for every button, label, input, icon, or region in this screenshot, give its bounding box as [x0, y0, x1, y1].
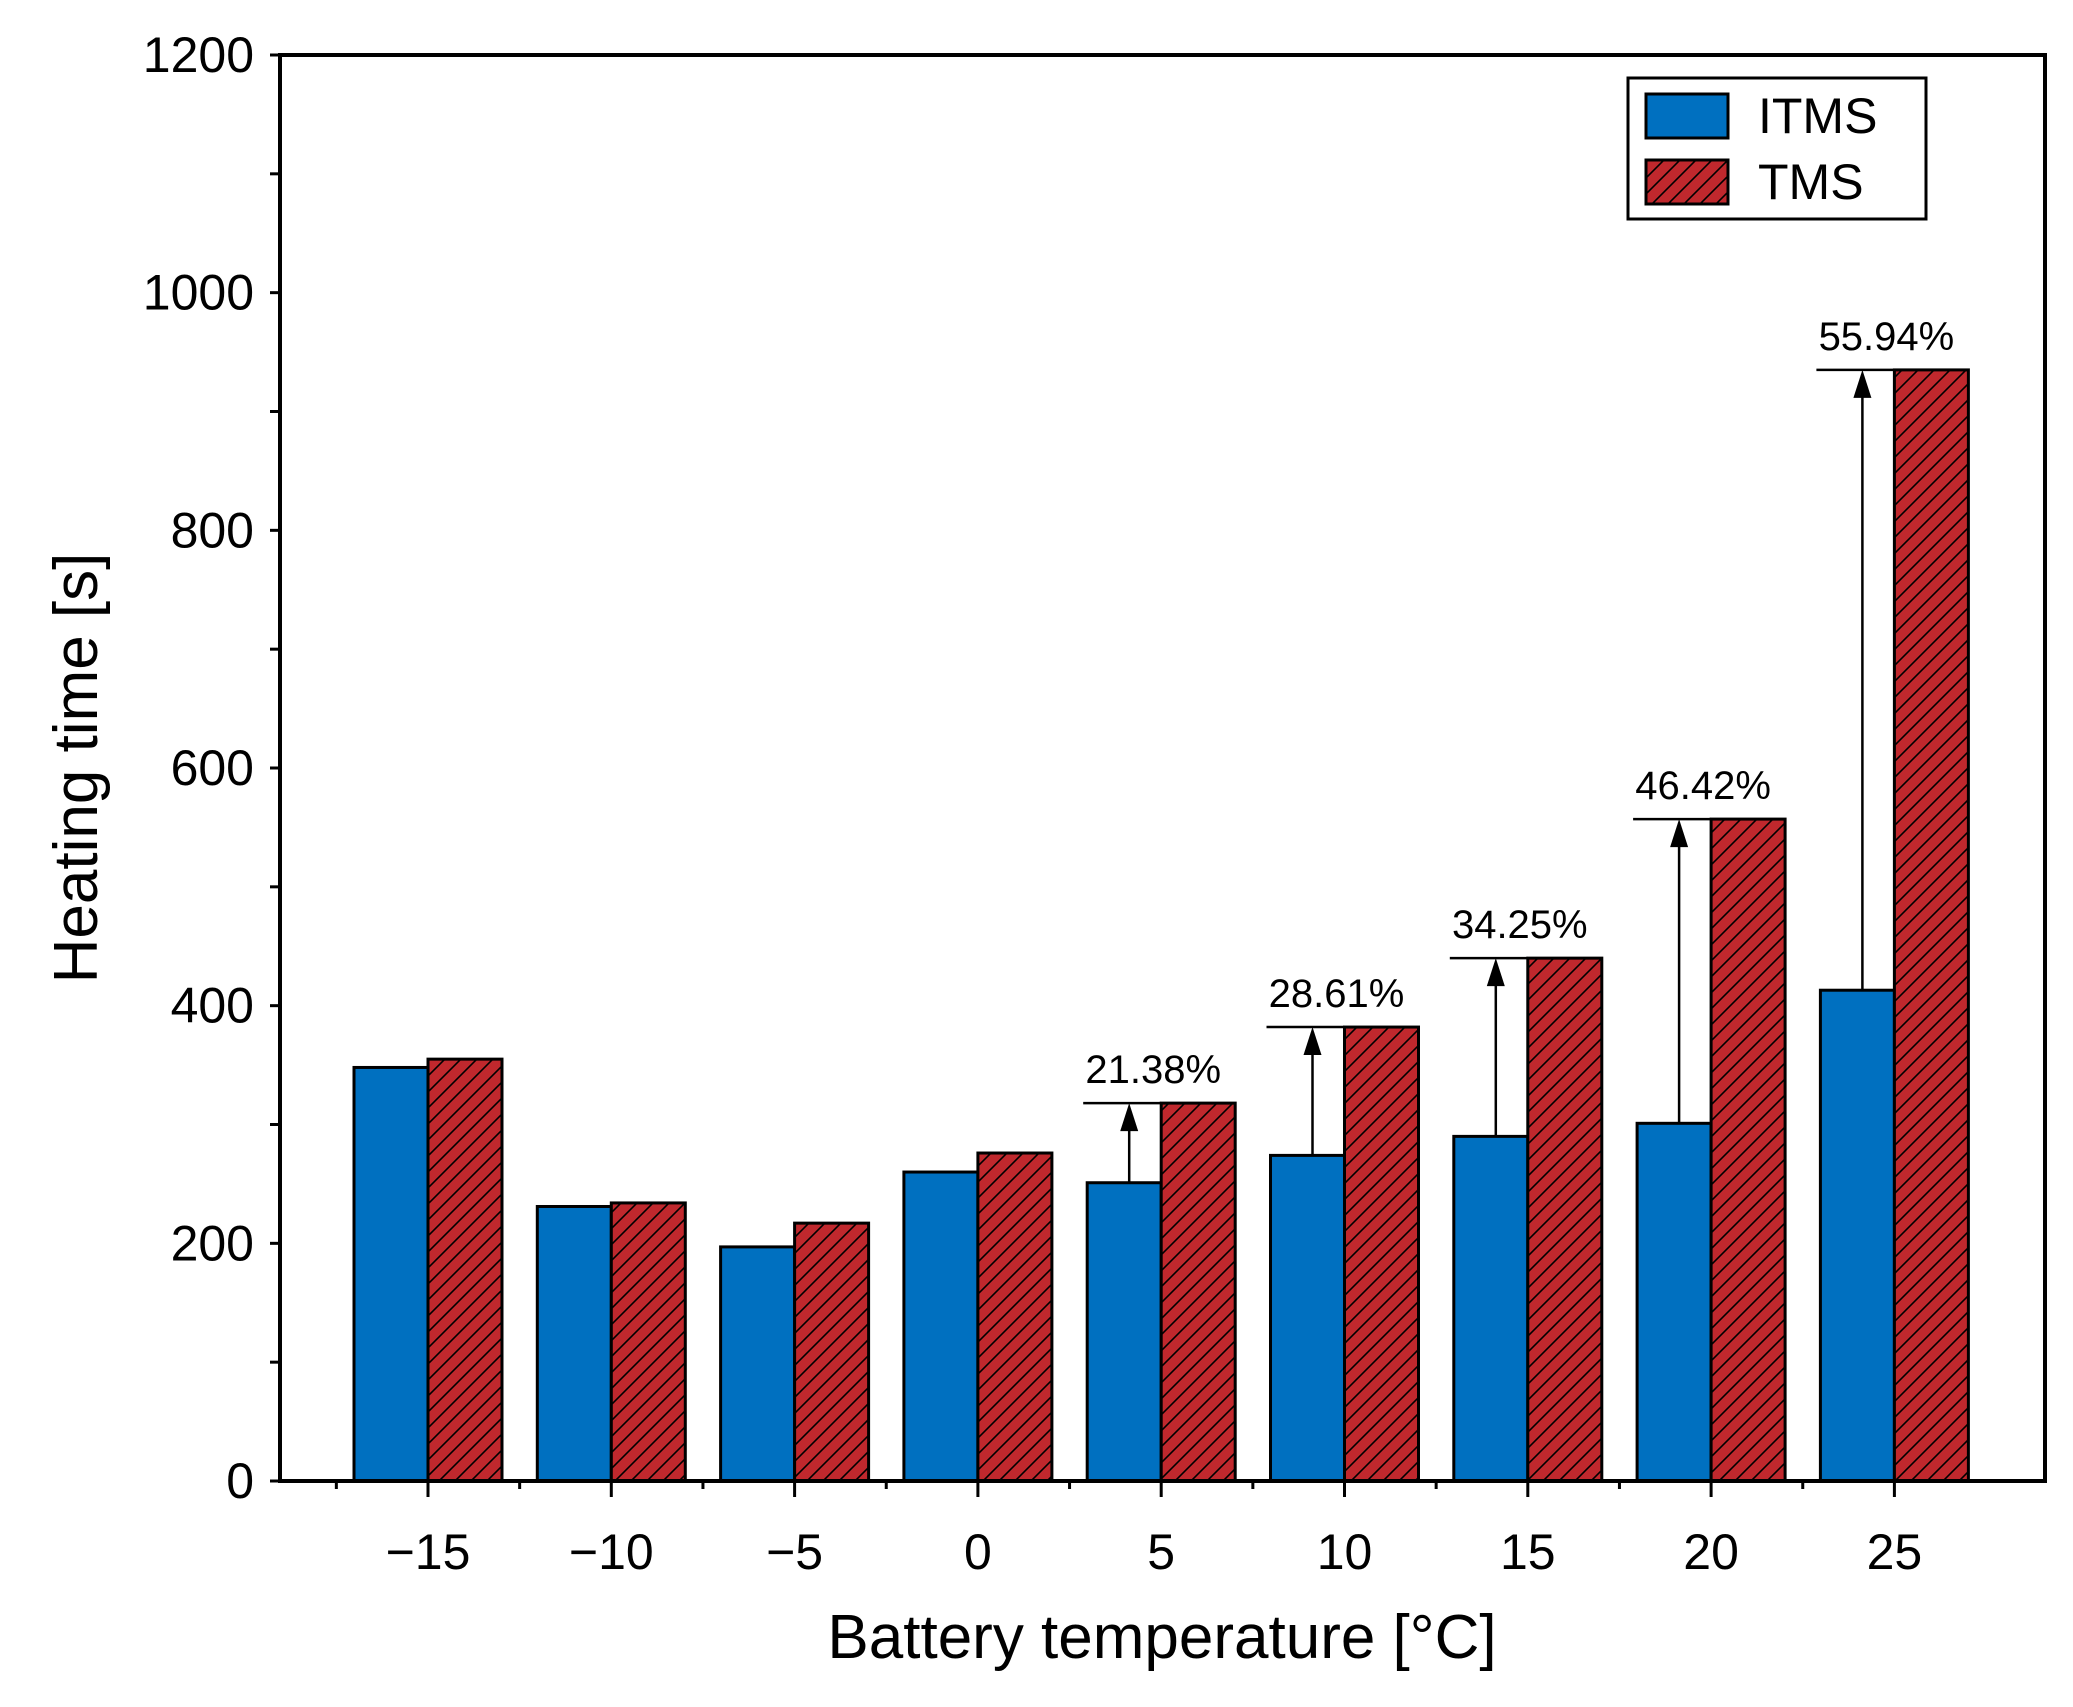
annotation-label: 55.94%	[1819, 315, 1955, 359]
annotation-label: 21.38%	[1085, 1048, 1221, 1092]
x-tick-label: −15	[386, 1524, 471, 1580]
x-tick-label: 15	[1500, 1524, 1556, 1580]
annotation-label: 34.25%	[1452, 903, 1588, 947]
x-tick-label: 25	[1867, 1524, 1923, 1580]
legend-label-tms: TMS	[1758, 154, 1864, 210]
y-tick-label: 800	[171, 502, 254, 558]
bar-itms-−5	[719, 1245, 797, 1483]
bar-tms-25	[1892, 368, 1970, 1483]
y-tick-label: 1000	[143, 265, 254, 321]
x-tick-label: 5	[1147, 1524, 1175, 1580]
legend: ITMS TMS	[1626, 76, 1928, 221]
bar-tms-−5	[793, 1221, 871, 1483]
annotation-label: 28.61%	[1269, 972, 1405, 1016]
annotation-arrowhead	[1486, 958, 1505, 987]
legend-swatch-itms	[1644, 92, 1730, 140]
bar-tms-−10	[609, 1201, 687, 1483]
bar-tms-10	[1343, 1025, 1420, 1483]
bar-tms-15	[1526, 956, 1604, 1483]
y-tick-label: 600	[171, 740, 254, 796]
annotation-arrowhead	[1853, 369, 1872, 398]
annotation-arrowhead	[1303, 1027, 1322, 1056]
bar-tms-20	[1709, 817, 1787, 1483]
bar-itms-5	[1085, 1181, 1163, 1483]
bar-itms-0	[902, 1170, 980, 1483]
annotation-arrowhead	[1120, 1103, 1139, 1132]
bar-itms-−15	[352, 1065, 430, 1483]
legend-swatch-tms	[1644, 158, 1730, 206]
y-axis-title: Heating time [s]	[42, 553, 111, 984]
bar-tms-0	[976, 1151, 1054, 1483]
bar-itms-15	[1452, 1134, 1530, 1483]
annotation-label: 46.42%	[1635, 764, 1771, 808]
legend-label-itms: ITMS	[1758, 88, 1877, 144]
x-tick-label: 10	[1317, 1524, 1373, 1580]
x-tick-label: 0	[964, 1524, 992, 1580]
x-axis-title: Battery temperature [°C]	[827, 1603, 1496, 1672]
bar-itms-−10	[535, 1204, 613, 1483]
x-axis: −15 −10 −5 0 5 10 15 20 25	[334, 1481, 1923, 1580]
bar-itms-20	[1635, 1121, 1713, 1483]
bar-itms-25	[1818, 988, 1896, 1483]
y-axis: 0 200 400 600 800 1000 1200	[143, 27, 280, 1509]
x-tick-label: 20	[1683, 1524, 1739, 1580]
bars-group	[352, 368, 1970, 1483]
y-tick-label: 200	[171, 1215, 254, 1271]
y-tick-label: 1200	[143, 27, 254, 83]
y-tick-label: 0	[226, 1453, 254, 1509]
bar-tms-5	[1159, 1101, 1237, 1483]
x-tick-label: −10	[569, 1524, 654, 1580]
bar-tms-−15	[426, 1057, 504, 1483]
annotation-arrowhead	[1670, 819, 1689, 848]
annotations-group: 21.38% 28.61% 34.25% 46.42% 55.94%	[1083, 315, 1954, 1183]
y-tick-label: 400	[171, 978, 254, 1034]
x-tick-label: −5	[766, 1524, 823, 1580]
bar-itms-10	[1269, 1153, 1346, 1483]
